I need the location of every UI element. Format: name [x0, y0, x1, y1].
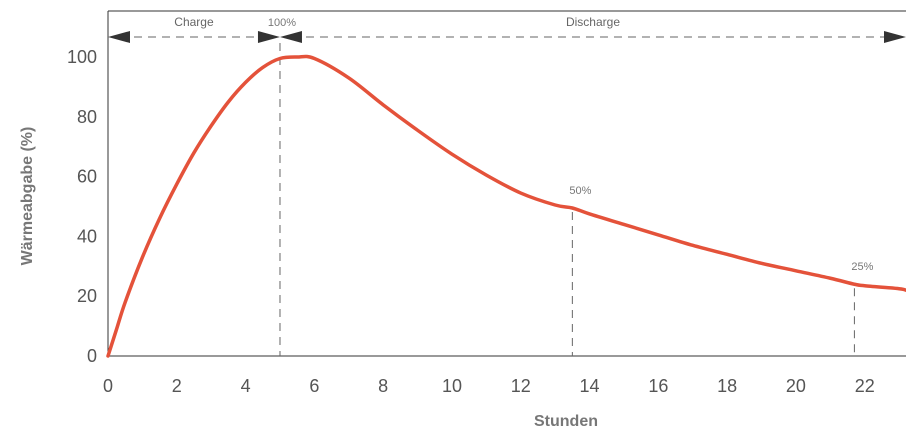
x-tick-label: 4 — [241, 376, 251, 396]
y-tick-label: 40 — [77, 226, 97, 246]
phase-label: Discharge — [566, 15, 620, 29]
phase-arrows: Charge Discharge — [108, 15, 906, 43]
y-tick-label: 0 — [87, 346, 97, 366]
x-tick-label: 14 — [580, 376, 600, 396]
x-tick-label: 10 — [442, 376, 462, 396]
phase-arrowhead-right — [884, 31, 906, 43]
phase-arrowhead-right — [257, 31, 280, 43]
x-tick-label: 20 — [786, 376, 806, 396]
x-tick-label: 12 — [511, 376, 531, 396]
x-tick-labels: 0 2 4 6 8 10 12 14 16 18 20 22 — [103, 376, 875, 396]
annotation-label: 25% — [851, 261, 873, 273]
y-axis-title: Wärmeabgabe (%) — [19, 127, 36, 266]
phase-arrowhead-left — [108, 31, 130, 43]
x-tick-label: 6 — [309, 376, 319, 396]
annotation-label: 100% — [268, 17, 296, 29]
x-axis-title: Stunden — [534, 413, 598, 430]
annotation-guides — [279, 43, 855, 356]
phase-arrowhead-left — [279, 31, 302, 43]
x-tick-label: 18 — [717, 376, 737, 396]
x-tick-label: 16 — [648, 376, 668, 396]
y-tick-label: 100 — [67, 47, 97, 67]
x-tick-label: 2 — [172, 376, 182, 396]
y-tick-label: 20 — [77, 286, 97, 306]
x-tick-label: 8 — [378, 376, 388, 396]
y-tick-labels: 0 20 40 60 80 100 — [67, 47, 97, 366]
heat-output-line — [106, 54, 906, 358]
x-tick-label: 0 — [103, 376, 113, 396]
annotation-label: 50% — [569, 185, 591, 197]
y-tick-label: 80 — [77, 107, 97, 127]
annotation-labels: 100% 50% 25% — [268, 17, 874, 273]
phase-label: Charge — [174, 15, 214, 29]
x-tick-label: 22 — [855, 376, 875, 396]
y-tick-label: 60 — [77, 167, 97, 187]
